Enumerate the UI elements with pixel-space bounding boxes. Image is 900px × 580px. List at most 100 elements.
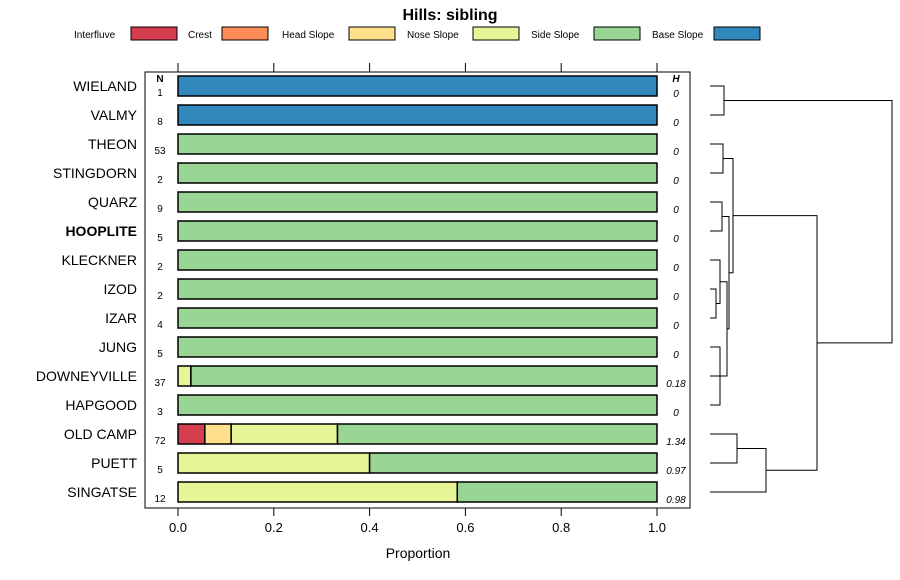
x-tick-label: 1.0 bbox=[648, 520, 666, 535]
h-value: 0 bbox=[673, 118, 679, 129]
bar-row-hooplite: HOOPLITE 5 0 bbox=[65, 220, 679, 245]
legend-label-base-slope: Base Slope bbox=[652, 30, 704, 41]
dendro-link bbox=[710, 448, 767, 493]
bar-row-theon: THEON 53 0 bbox=[88, 133, 679, 158]
bar-segment-base-slope bbox=[177, 75, 658, 97]
category-label-singatse: SINGATSE bbox=[67, 484, 137, 500]
legend-swatch-crest bbox=[221, 26, 269, 41]
category-label-jung: JUNG bbox=[99, 339, 137, 355]
bar-row-wieland: WIELAND 1 0 bbox=[73, 75, 679, 100]
h-value: 0 bbox=[673, 176, 679, 187]
category-label-kleckner: KLECKNER bbox=[62, 252, 137, 268]
n-value: 5 bbox=[157, 233, 163, 244]
legend-swatch-base-slope bbox=[713, 26, 761, 41]
h-column-header: H bbox=[672, 74, 680, 85]
bar-segment-head-slope bbox=[204, 423, 232, 445]
dendro-link bbox=[710, 259, 721, 304]
bar-segment-side-slope bbox=[177, 278, 658, 300]
dendro-link bbox=[710, 85, 725, 116]
n-value: 12 bbox=[154, 494, 166, 505]
legend-label-interfluve: Interfluve bbox=[74, 30, 116, 41]
bar-segment-nose-slope bbox=[177, 481, 459, 503]
category-label-quarz: QUARZ bbox=[88, 194, 137, 210]
legend-label-side-slope: Side Slope bbox=[531, 30, 580, 41]
category-label-theon: THEON bbox=[88, 136, 137, 152]
bar-row-valmy: VALMY 8 0 bbox=[91, 104, 679, 129]
n-value: 4 bbox=[157, 320, 163, 331]
bar-segment-side-slope bbox=[177, 162, 658, 184]
n-value: 1 bbox=[157, 88, 163, 99]
bar-segment-interfluve bbox=[177, 423, 206, 445]
bar-row-puett: PUETT 5 0.97 bbox=[91, 452, 686, 477]
bar-segment-side-slope bbox=[190, 365, 658, 387]
dendro-link bbox=[722, 216, 730, 330]
h-value: 0 bbox=[673, 321, 679, 332]
bar-segment-base-slope bbox=[177, 104, 658, 126]
n-value: 2 bbox=[157, 175, 163, 186]
dendro-link bbox=[720, 281, 728, 377]
n-value: 5 bbox=[157, 349, 163, 360]
legend-label-crest: Crest bbox=[188, 30, 212, 41]
h-value: 0 bbox=[673, 205, 679, 216]
dendro-link bbox=[733, 215, 818, 471]
dendro-root-link bbox=[724, 100, 893, 344]
h-value: 0 bbox=[673, 234, 679, 245]
dendro-link bbox=[710, 143, 724, 174]
bar-segment-side-slope bbox=[177, 394, 658, 416]
bar-segment-side-slope bbox=[177, 249, 658, 271]
legend-swatch-nose-slope bbox=[472, 26, 520, 41]
h-value: 0 bbox=[673, 292, 679, 303]
category-label-hapgood: HAPGOOD bbox=[65, 397, 137, 413]
n-value: 53 bbox=[154, 146, 166, 157]
n-value: 3 bbox=[157, 407, 163, 418]
category-label-hooplite: HOOPLITE bbox=[65, 223, 137, 239]
category-label-puett: PUETT bbox=[91, 455, 137, 471]
legend-label-nose-slope: Nose Slope bbox=[407, 30, 459, 41]
legend-swatch-interfluve bbox=[130, 26, 178, 41]
h-value: 0 bbox=[673, 89, 679, 100]
bar-segment-nose-slope bbox=[230, 423, 339, 445]
x-tick-label: 0.8 bbox=[552, 520, 570, 535]
plot-frame bbox=[144, 71, 691, 509]
bar-segment-side-slope bbox=[177, 133, 658, 155]
legend-swatch-side-slope bbox=[593, 26, 641, 41]
dendro-link bbox=[723, 158, 734, 274]
h-value: 0.98 bbox=[666, 495, 686, 506]
legend: Interfluve Crest Head Slope Nose Slope Side … bbox=[74, 26, 761, 41]
n-value: 72 bbox=[154, 436, 166, 447]
bar-row-izod: IZOD 2 0 bbox=[104, 278, 679, 303]
category-label-wieland: WIELAND bbox=[73, 78, 137, 94]
h-value: 0 bbox=[673, 408, 679, 419]
bar-segment-side-slope bbox=[177, 220, 658, 242]
n-value: 37 bbox=[154, 378, 166, 389]
category-label-izod: IZOD bbox=[104, 281, 137, 297]
x-tick-label: 0.0 bbox=[169, 520, 187, 535]
category-label-stingdorn: STINGDORN bbox=[53, 165, 137, 181]
bar-row-stingdorn: STINGDORN 2 0 bbox=[53, 162, 679, 187]
x-tick-label: 0.4 bbox=[361, 520, 379, 535]
bar-segment-side-slope bbox=[177, 307, 658, 329]
bar-row-hapgood: HAPGOOD 3 0 bbox=[65, 394, 679, 419]
chart-title: Hills: sibling bbox=[402, 7, 497, 24]
x-tick-label: 0.2 bbox=[265, 520, 283, 535]
h-value: 0 bbox=[673, 147, 679, 158]
bar-row-kleckner: KLECKNER 2 0 bbox=[62, 249, 679, 274]
category-label-izar: IZAR bbox=[105, 310, 137, 326]
bar-segment-side-slope bbox=[336, 423, 658, 445]
dendrogram bbox=[710, 85, 893, 493]
bar-segment-side-slope bbox=[456, 481, 658, 503]
h-value: 0.18 bbox=[666, 379, 686, 390]
bar-segment-nose-slope bbox=[177, 365, 192, 387]
n-value: 8 bbox=[157, 117, 163, 128]
bar-segment-side-slope bbox=[177, 191, 658, 213]
bar-segment-side-slope bbox=[177, 336, 658, 358]
category-label-old-camp: OLD CAMP bbox=[64, 426, 137, 442]
h-value: 0 bbox=[673, 263, 679, 274]
n-value: 9 bbox=[157, 204, 163, 215]
dendro-link bbox=[710, 201, 723, 232]
h-value: 1.34 bbox=[666, 437, 686, 448]
x-axis-title: Proportion bbox=[386, 545, 451, 561]
category-label-valmy: VALMY bbox=[91, 107, 138, 123]
